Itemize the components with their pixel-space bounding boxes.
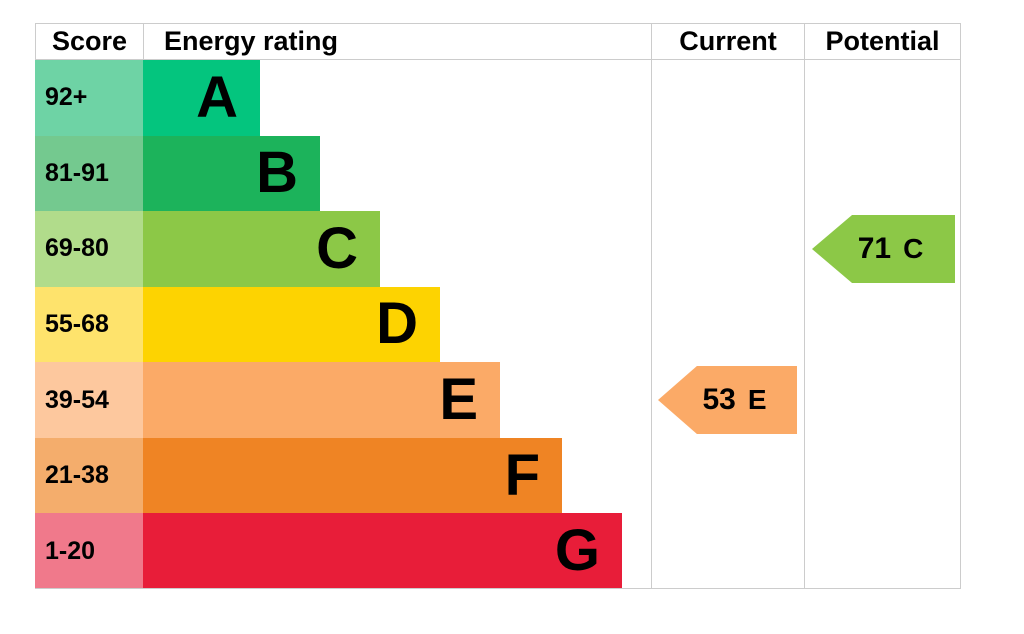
current-column-divider [651, 60, 652, 589]
score-range-e: 39-54 [35, 362, 143, 438]
current-rating-letter: E [747, 384, 767, 415]
epc-body: 92+ A 81-91 B 69-80 C 55-68 D 39-54 E 21-38 F 1-20 G … [35, 60, 961, 589]
band-letter-e: E [439, 367, 478, 433]
table-bottom-border [35, 588, 961, 589]
score-range-a: 92+ [35, 60, 143, 136]
band-bar-f: F [143, 437, 562, 514]
band-bar-c: C [143, 211, 380, 287]
band-letter-f: F [504, 442, 540, 508]
band-bar-g: G [143, 513, 622, 589]
band-row-a: 92+ A [35, 60, 961, 136]
band-bar-b: B [143, 135, 320, 212]
band-letter-a: A [196, 64, 238, 130]
score-range-c: 69-80 [35, 211, 143, 287]
band-row-c: 69-80 C [35, 211, 961, 287]
table-right-border [960, 60, 961, 589]
band-letter-d: D [376, 291, 418, 357]
band-letter-c: C [316, 215, 358, 281]
score-column-header: Score [35, 23, 143, 60]
potential-rating-letter: C [903, 233, 924, 264]
score-range-f: 21-38 [35, 437, 143, 514]
band-bar-d: D [143, 286, 440, 363]
band-row-b: 81-91 B [35, 135, 961, 212]
epc-table: Score Energy rating Current Potential 92… [35, 23, 961, 589]
band-row-g: 1-20 G [35, 513, 961, 589]
current-rating-value: 53 [702, 383, 736, 416]
epc-header-row: Score Energy rating Current Potential [35, 23, 961, 60]
band-row-e: 39-54 E [35, 362, 961, 438]
potential-column-divider [804, 60, 805, 589]
band-row-d: 55-68 D [35, 286, 961, 363]
score-range-g: 1-20 [35, 513, 143, 589]
band-bar-a: A [143, 60, 260, 136]
score-range-d: 55-68 [35, 286, 143, 363]
band-row-f: 21-38 F [35, 437, 961, 514]
potential-rating-value: 71 [857, 232, 892, 265]
potential-column-header: Potential [804, 23, 961, 60]
current-column-header: Current [651, 23, 804, 60]
energy-rating-column-header: Energy rating [143, 23, 651, 60]
band-letter-b: B [256, 140, 298, 206]
band-letter-g: G [554, 518, 600, 584]
band-bar-e: E [143, 362, 500, 438]
score-range-b: 81-91 [35, 135, 143, 212]
